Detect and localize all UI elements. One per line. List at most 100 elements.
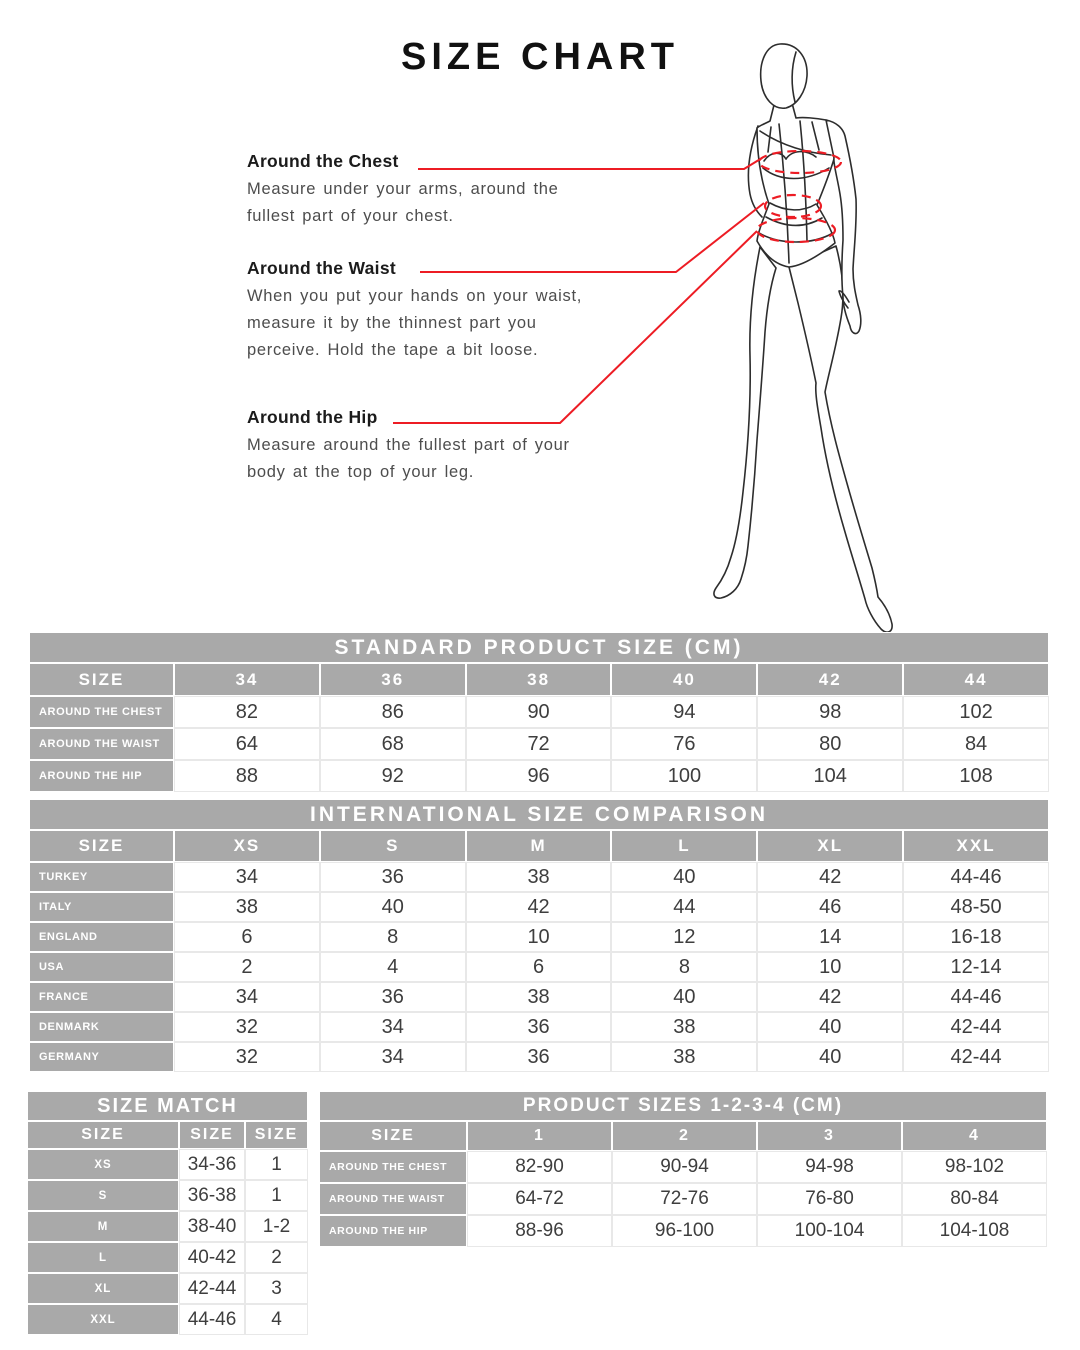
note-waist-line: measure it by the thinnest part you	[247, 314, 537, 332]
row-label: AROUND THE WAIST	[320, 1184, 466, 1214]
table-cell: 64-72	[468, 1184, 611, 1214]
table-cell: 90-94	[613, 1152, 756, 1182]
size-match-table: SIZE MATCH SIZE SIZE SIZE XS 34-36 1 S 36-38 1 M 38…	[28, 1092, 307, 1334]
table-cell: 34	[175, 983, 319, 1011]
croquis-figure	[713, 43, 893, 632]
table-cell: 42-44	[180, 1274, 244, 1303]
table-cell: 84	[904, 729, 1048, 759]
measure-note-chest: Around the Chest Measure under your arms…	[247, 150, 647, 230]
table-cell: 98	[758, 697, 903, 727]
table-cell: 32	[175, 1013, 319, 1041]
table-cell: 42-44	[904, 1013, 1048, 1041]
measure-note-waist: Around the Waist When you put your hands…	[247, 257, 647, 364]
table-cell: 64	[175, 729, 319, 759]
column-header: 36	[320, 664, 465, 695]
table-cell: 40	[758, 1013, 903, 1041]
table-cell: 40	[612, 983, 757, 1011]
table-cell: 2	[175, 953, 319, 981]
table-cell: 32	[175, 1043, 319, 1071]
table-cell: 80-84	[903, 1184, 1046, 1214]
column-header: SIZE	[180, 1122, 244, 1148]
table-cell: 3	[246, 1274, 307, 1303]
column-header: XXL	[904, 831, 1048, 861]
table-cell: 38	[612, 1043, 757, 1071]
table-cell: 72	[466, 729, 611, 759]
row-label: GERMANY	[30, 1043, 173, 1071]
note-chest-title: Around the Chest	[247, 151, 399, 171]
column-header: 3	[758, 1122, 901, 1150]
table-cell: 34	[175, 863, 319, 891]
column-header: SIZE	[246, 1122, 307, 1148]
table-cell: 36	[320, 863, 465, 891]
column-header: XS	[175, 831, 319, 861]
table-cell: 68	[320, 729, 465, 759]
croquis-left-leg	[713, 246, 777, 599]
table-cell: 10	[758, 953, 903, 981]
table-cell: 6	[466, 953, 611, 981]
row-label: USA	[30, 953, 173, 981]
croquis-left-arm	[747, 125, 763, 218]
table-cell: 76-80	[758, 1184, 901, 1214]
corner-header: SIZE	[320, 1122, 466, 1150]
table-cell: 1	[246, 1181, 307, 1210]
table-cell: 38-40	[180, 1212, 244, 1241]
corner-header: SIZE	[30, 664, 173, 695]
croquis-detail-lines	[758, 120, 834, 264]
table-cell: 2	[246, 1243, 307, 1272]
table-cell: 34	[320, 1013, 465, 1041]
table-cell: 42	[466, 893, 611, 921]
table-cell: 10	[466, 923, 611, 951]
product-sizes-table: PRODUCT SIZES 1-2-3-4 (CM) SIZE 1 2 3 4 AROUND…	[320, 1092, 1046, 1246]
table-title: INTERNATIONAL SIZE COMPARISON	[30, 800, 1048, 829]
table-cell: 42	[758, 983, 903, 1011]
column-header: XL	[758, 831, 903, 861]
row-label: AROUND THE HIP	[30, 761, 173, 791]
table-cell: 108	[904, 761, 1048, 791]
measure-note-hip: Around the Hip Measure around the fulles…	[247, 406, 647, 486]
row-label: XS	[28, 1150, 178, 1179]
note-waist-title: Around the Waist	[247, 258, 397, 278]
row-label: AROUND THE WAIST	[30, 729, 173, 759]
row-label: TURKEY	[30, 863, 173, 891]
table-cell: 38	[466, 983, 611, 1011]
table-cell: 42-44	[904, 1043, 1048, 1071]
measurement-ellipses	[755, 149, 843, 244]
note-hip-line: body at the top of your leg.	[247, 463, 474, 481]
table-title: SIZE MATCH	[28, 1092, 307, 1120]
table-cell: 38	[612, 1013, 757, 1041]
table-cell: 14	[758, 923, 903, 951]
row-label: XXL	[28, 1305, 178, 1334]
column-header: 38	[466, 664, 611, 695]
table-cell: 40-42	[180, 1243, 244, 1272]
table-cell: 82-90	[468, 1152, 611, 1182]
table-cell: 40	[612, 863, 757, 891]
hip-ellipse	[755, 216, 837, 244]
column-header: 42	[758, 664, 903, 695]
table-cell: 1	[246, 1150, 307, 1179]
croquis-right-arm	[825, 119, 862, 335]
column-header: 40	[612, 664, 757, 695]
table-cell: 104	[758, 761, 903, 791]
note-waist-line: perceive. Hold the tape a bit loose.	[247, 341, 539, 359]
croquis-torso	[756, 100, 844, 268]
column-header: 2	[613, 1122, 756, 1150]
table-cell: 80	[758, 729, 903, 759]
waist-ellipse	[763, 193, 823, 219]
croquis-thumb	[838, 290, 850, 309]
croquis-right-leg	[788, 245, 893, 632]
corner-header: SIZE	[30, 831, 173, 861]
table-cell: 94-98	[758, 1152, 901, 1182]
column-header: 34	[175, 664, 319, 695]
row-label: S	[28, 1181, 178, 1210]
note-waist-line: When you put your hands on your waist,	[247, 287, 583, 305]
table-cell: 94	[612, 697, 757, 727]
table-cell: 104-108	[903, 1216, 1046, 1246]
table-cell: 88-96	[468, 1216, 611, 1246]
row-label: AROUND THE CHEST	[320, 1152, 466, 1182]
table-cell: 36	[466, 1043, 611, 1071]
column-header: 4	[903, 1122, 1046, 1150]
column-header: SIZE	[28, 1122, 178, 1148]
international-size-comparison-table: INTERNATIONAL SIZE COMPARISON SIZE XS S M L XL…	[30, 800, 1048, 1071]
row-label: DENMARK	[30, 1013, 173, 1041]
column-header: M	[466, 831, 611, 861]
